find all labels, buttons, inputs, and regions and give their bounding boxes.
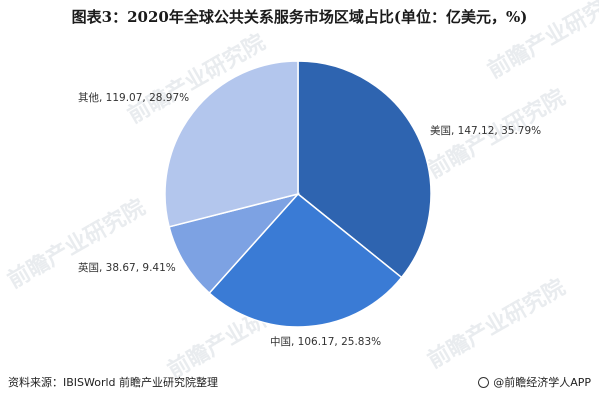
source-note: 资料来源：IBISWorld 前瞻产业研究院整理 (8, 376, 219, 389)
watermark-text: 前瞻产业研究院 (3, 194, 149, 294)
watermark-text: 前瞻产业研究院 (483, 0, 599, 84)
slice-labels: 美国, 147.12, 35.79% 中国, 106.17, 25.83% 英国, … (78, 91, 541, 348)
brand-text: @前瞻经济学人APP (493, 376, 591, 389)
watermark-text: 前瞻产业研究院 (423, 274, 569, 374)
pie-slice-1 (208, 192, 403, 328)
brand-credit: @前瞻经济学人APP (478, 374, 591, 390)
chart-title: 图表3：2020年全球公共关系服务市场区域占比(单位：亿美元，%) (71, 8, 528, 26)
slice-label-0: 美国, 147.12, 35.79% (430, 124, 541, 137)
pie-slice-3 (164, 60, 299, 228)
pie-slice-0 (297, 60, 432, 279)
slice-label-2: 英国, 38.67, 9.41% (78, 261, 176, 274)
pie-slices (164, 60, 432, 328)
slice-label-1: 中国, 106.17, 25.83% (270, 335, 381, 348)
slice-label-3: 其他, 119.07, 28.97% (78, 91, 189, 104)
brand-logo-icon (478, 376, 490, 388)
